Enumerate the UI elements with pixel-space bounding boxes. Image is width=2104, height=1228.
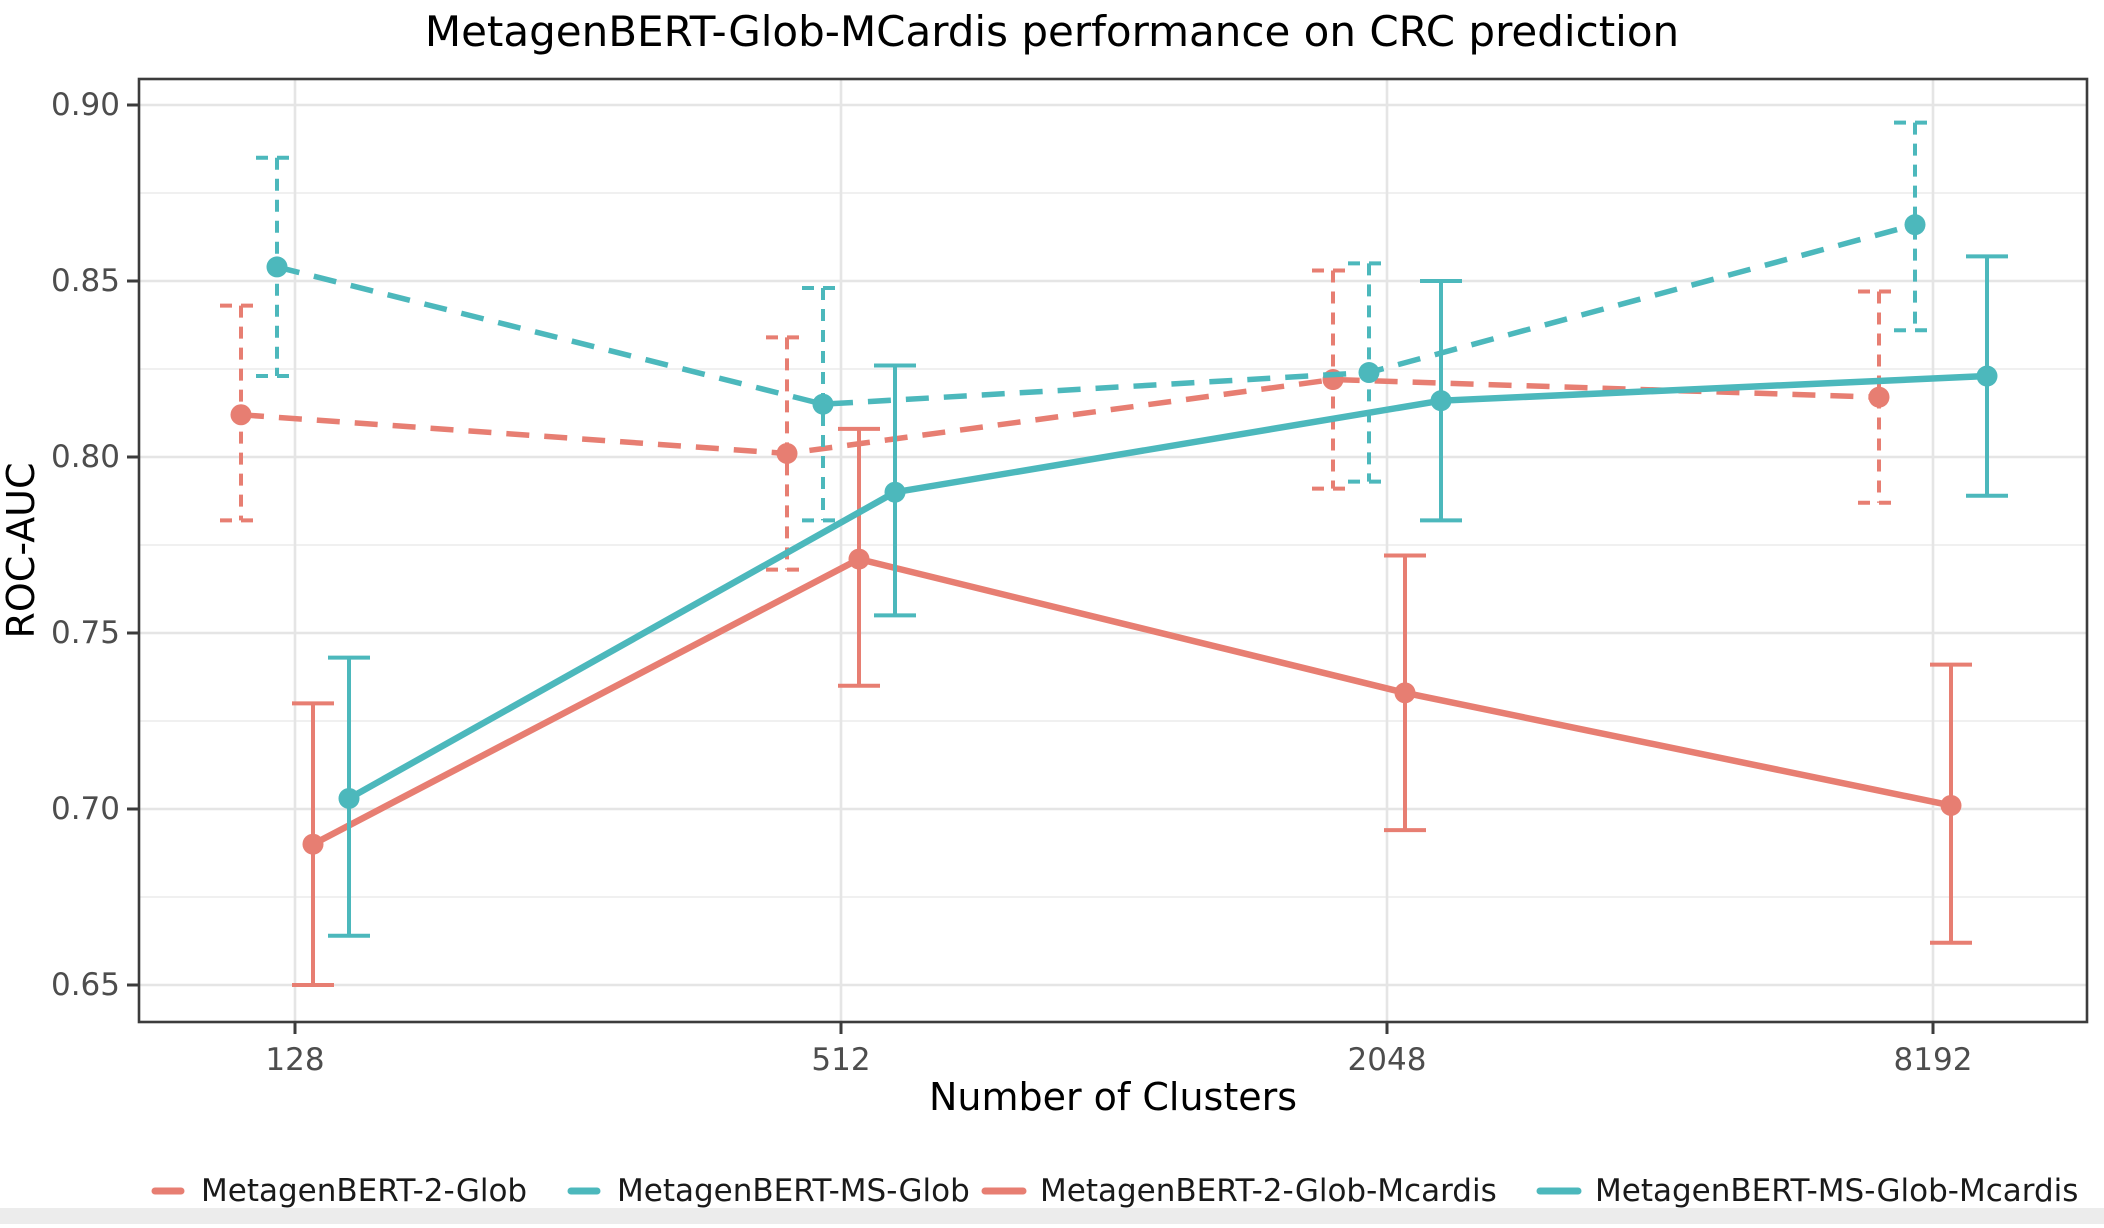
x-tick-label: 128	[265, 1042, 324, 1078]
legend-label: MetagenBERT-MS-Glob-Mcardis	[1595, 1173, 2078, 1209]
error-bars	[328, 254, 2008, 938]
legend-item-MetagenBERT-MS-Glob-Mcardis: MetagenBERT-MS-Glob-Mcardis	[1536, 1173, 2078, 1209]
legend-item-MetagenBERT-2-Glob-Mcardis: MetagenBERT-2-Glob-Mcardis	[981, 1173, 1497, 1209]
legend: MetagenBERT-2-Glob MetagenBERT-MS-Glob Met…	[151, 1173, 2078, 1209]
y-tick-label: 0.75	[51, 615, 120, 651]
error-bars	[256, 120, 1936, 523]
y-tick-label: 0.90	[51, 87, 120, 123]
x-tick-label: 512	[811, 1042, 870, 1078]
error-bars	[292, 426, 1972, 987]
y-axis-label: ROC-AUC	[0, 462, 43, 638]
legend-label: MetagenBERT-2-Glob-Mcardis	[1040, 1173, 1497, 1209]
legend-item-MetagenBERT-MS-Glob: MetagenBERT-MS-Glob	[567, 1173, 970, 1209]
tick-labels: 0.90 0.85 0.80 0.75 0.70 0.65 128 512 2048 8192	[51, 87, 1972, 1078]
panel-border	[137, 77, 2089, 1024]
error-bars	[220, 268, 1900, 572]
y-tick-label: 0.70	[51, 791, 120, 827]
legend-label: MetagenBERT-MS-Glob	[617, 1173, 970, 1209]
legend-item-MetagenBERT-2-Glob: MetagenBERT-2-Glob	[151, 1173, 527, 1209]
x-tick-label: 8192	[1894, 1042, 1973, 1078]
y-tick-label: 0.65	[51, 967, 120, 1003]
axis-ticks	[127, 103, 1935, 1034]
series-line	[240, 376, 1880, 457]
legend-label: MetagenBERT-2-Glob	[201, 1173, 527, 1209]
series-line	[347, 372, 1988, 802]
series-line	[311, 555, 1952, 848]
x-tick-label: 2048	[1348, 1042, 1427, 1078]
bottom-strip	[0, 1208, 2104, 1224]
y-tick-label: 0.85	[51, 263, 120, 299]
chart-title: MetagenBERT-Glob-MCardis performance on …	[425, 7, 1679, 56]
series-line	[276, 222, 1916, 407]
gridlines	[139, 79, 2087, 1022]
data-point	[1904, 214, 1926, 236]
x-axis-label: Number of Clusters	[929, 1075, 1297, 1119]
y-tick-label: 0.80	[51, 439, 120, 475]
